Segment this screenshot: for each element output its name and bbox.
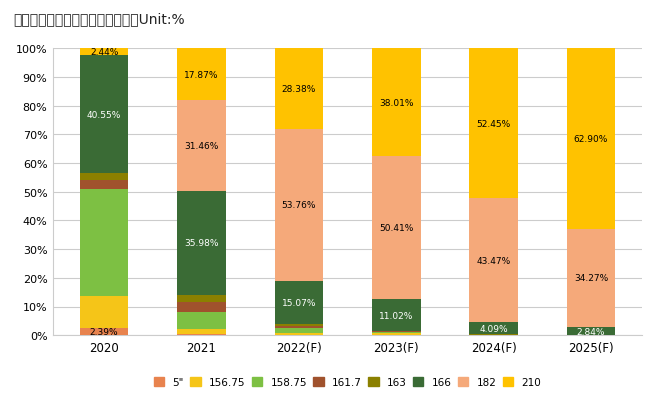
Text: 53.76%: 53.76% <box>281 201 316 210</box>
Bar <box>177 191 226 295</box>
Bar <box>469 199 518 322</box>
Bar <box>275 333 323 335</box>
Bar <box>177 334 226 335</box>
Bar <box>177 330 226 334</box>
Bar <box>372 300 420 331</box>
Text: 43.47%: 43.47% <box>477 256 511 265</box>
Text: 11.02%: 11.02% <box>379 311 414 320</box>
Bar <box>567 327 616 335</box>
Bar <box>372 332 420 334</box>
Bar <box>79 173 128 181</box>
Text: 17.87%: 17.87% <box>184 70 218 79</box>
Bar <box>177 302 226 312</box>
Bar <box>275 281 323 324</box>
Bar <box>79 49 128 56</box>
Bar <box>372 334 420 335</box>
Bar <box>372 331 420 332</box>
Bar <box>469 322 518 334</box>
Text: 2.44%: 2.44% <box>90 48 118 57</box>
Bar <box>79 56 128 173</box>
Text: 50.41%: 50.41% <box>379 224 414 233</box>
Bar <box>275 49 323 129</box>
Bar <box>79 297 128 328</box>
Legend: 5", 156.75, 158.75, 161.7, 163, 166, 182, 210: 5", 156.75, 158.75, 161.7, 163, 166, 182… <box>154 378 542 387</box>
Bar <box>469 49 518 199</box>
Text: 2.39%: 2.39% <box>90 328 118 337</box>
Bar <box>177 49 226 101</box>
Bar <box>79 328 128 335</box>
Bar <box>177 101 226 191</box>
Bar <box>177 312 226 330</box>
Bar <box>177 295 226 302</box>
Text: 2.84%: 2.84% <box>577 327 605 336</box>
Text: 38.01%: 38.01% <box>379 99 414 108</box>
Bar <box>79 190 128 297</box>
Text: 4.09%: 4.09% <box>479 324 508 333</box>
Bar <box>79 181 128 190</box>
Text: 34.27%: 34.27% <box>574 274 608 283</box>
Text: 31.46%: 31.46% <box>184 142 218 151</box>
Bar <box>275 129 323 281</box>
Text: 40.55%: 40.55% <box>87 110 121 119</box>
Bar <box>567 49 616 229</box>
Text: 图：不同尺寸硅片产能占比趋势，Unit:%: 图：不同尺寸硅片产能占比趋势，Unit:% <box>13 12 185 26</box>
Text: 35.98%: 35.98% <box>184 238 218 247</box>
Bar <box>275 324 323 326</box>
Bar <box>275 328 323 333</box>
Bar <box>469 334 518 335</box>
Bar <box>372 49 420 157</box>
Bar <box>372 157 420 300</box>
Text: 15.07%: 15.07% <box>281 298 316 307</box>
Text: 52.45%: 52.45% <box>477 119 511 128</box>
Bar <box>275 326 323 328</box>
Text: 62.90%: 62.90% <box>574 135 608 144</box>
Bar <box>567 229 616 327</box>
Text: 28.38%: 28.38% <box>281 85 316 94</box>
